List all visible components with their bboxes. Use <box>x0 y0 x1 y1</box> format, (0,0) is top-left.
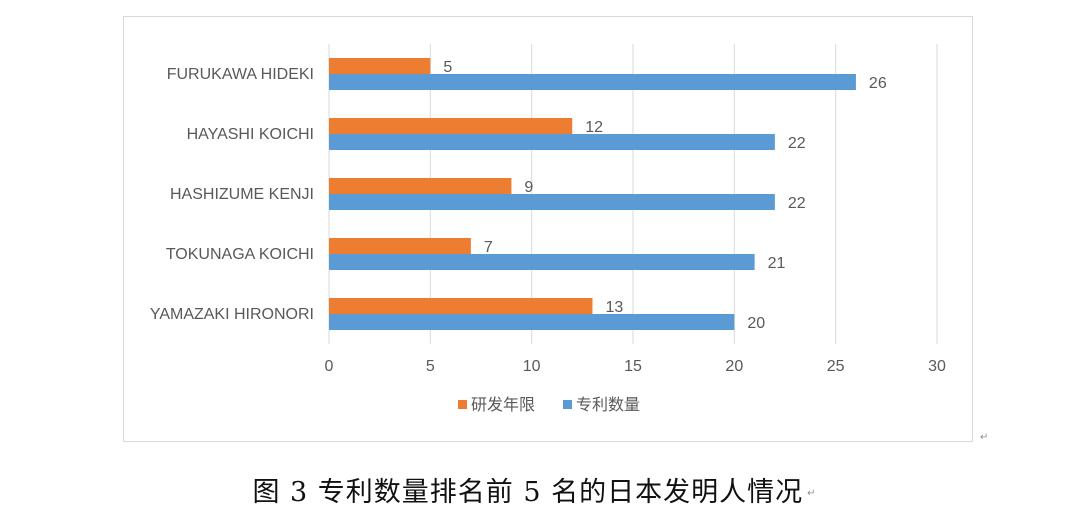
data-label: 22 <box>788 135 806 152</box>
category-label: YAMAZAKI HIRONORI <box>150 306 314 323</box>
category-label: FURUKAWA HIDEKI <box>167 66 314 83</box>
category-label: HAYASHI KOICHI <box>187 126 314 143</box>
legend-label: 专利数量 <box>576 395 640 414</box>
x-tick-label: 0 <box>325 358 334 375</box>
bar-blue <box>329 134 775 150</box>
bar-orange <box>329 298 593 314</box>
x-tick-label: 15 <box>624 358 642 375</box>
x-tick-label: 20 <box>725 358 743 375</box>
bar-orange <box>329 118 573 134</box>
data-label: 13 <box>605 299 623 316</box>
bar-blue <box>329 314 735 330</box>
data-label: 22 <box>788 195 806 212</box>
x-tick-label: 5 <box>426 358 435 375</box>
bar-orange <box>329 238 471 254</box>
bar-blue <box>329 74 856 90</box>
chart-return-mark: ↵ <box>980 432 989 443</box>
legend-swatch <box>458 400 467 409</box>
category-label: HASHIZUME KENJI <box>170 186 314 203</box>
data-label: 26 <box>869 75 887 92</box>
category-label: TOKUNAGA KOICHI <box>166 246 314 263</box>
caption-return-mark: ↵ <box>807 488 817 499</box>
bar-orange <box>329 58 431 74</box>
x-tick-label: 10 <box>523 358 541 375</box>
bar-blue <box>329 194 775 210</box>
data-label: 21 <box>768 255 786 272</box>
figure-caption: 图 3 专利数量排名前 5 名的日本发明人情况 ↵ <box>0 470 1069 509</box>
x-tick-label: 25 <box>827 358 845 375</box>
legend-label: 研发年限 <box>471 395 535 414</box>
x-tick-label: 30 <box>928 358 946 375</box>
legend-swatch <box>563 400 572 409</box>
bar-orange <box>329 178 512 194</box>
data-label: 12 <box>585 119 603 136</box>
bar-blue <box>329 254 755 270</box>
data-label: 5 <box>443 59 452 76</box>
data-label: 7 <box>484 239 493 256</box>
data-label: 20 <box>747 315 765 332</box>
caption-text: 图 3 专利数量排名前 5 名的日本发明人情况 <box>252 477 804 508</box>
data-label: 9 <box>524 179 533 196</box>
bar-chart: 0 5 10 15 20 25 30 FURUKAWA HIDEKI 5 26 HAYASHI KO… <box>150 44 946 414</box>
